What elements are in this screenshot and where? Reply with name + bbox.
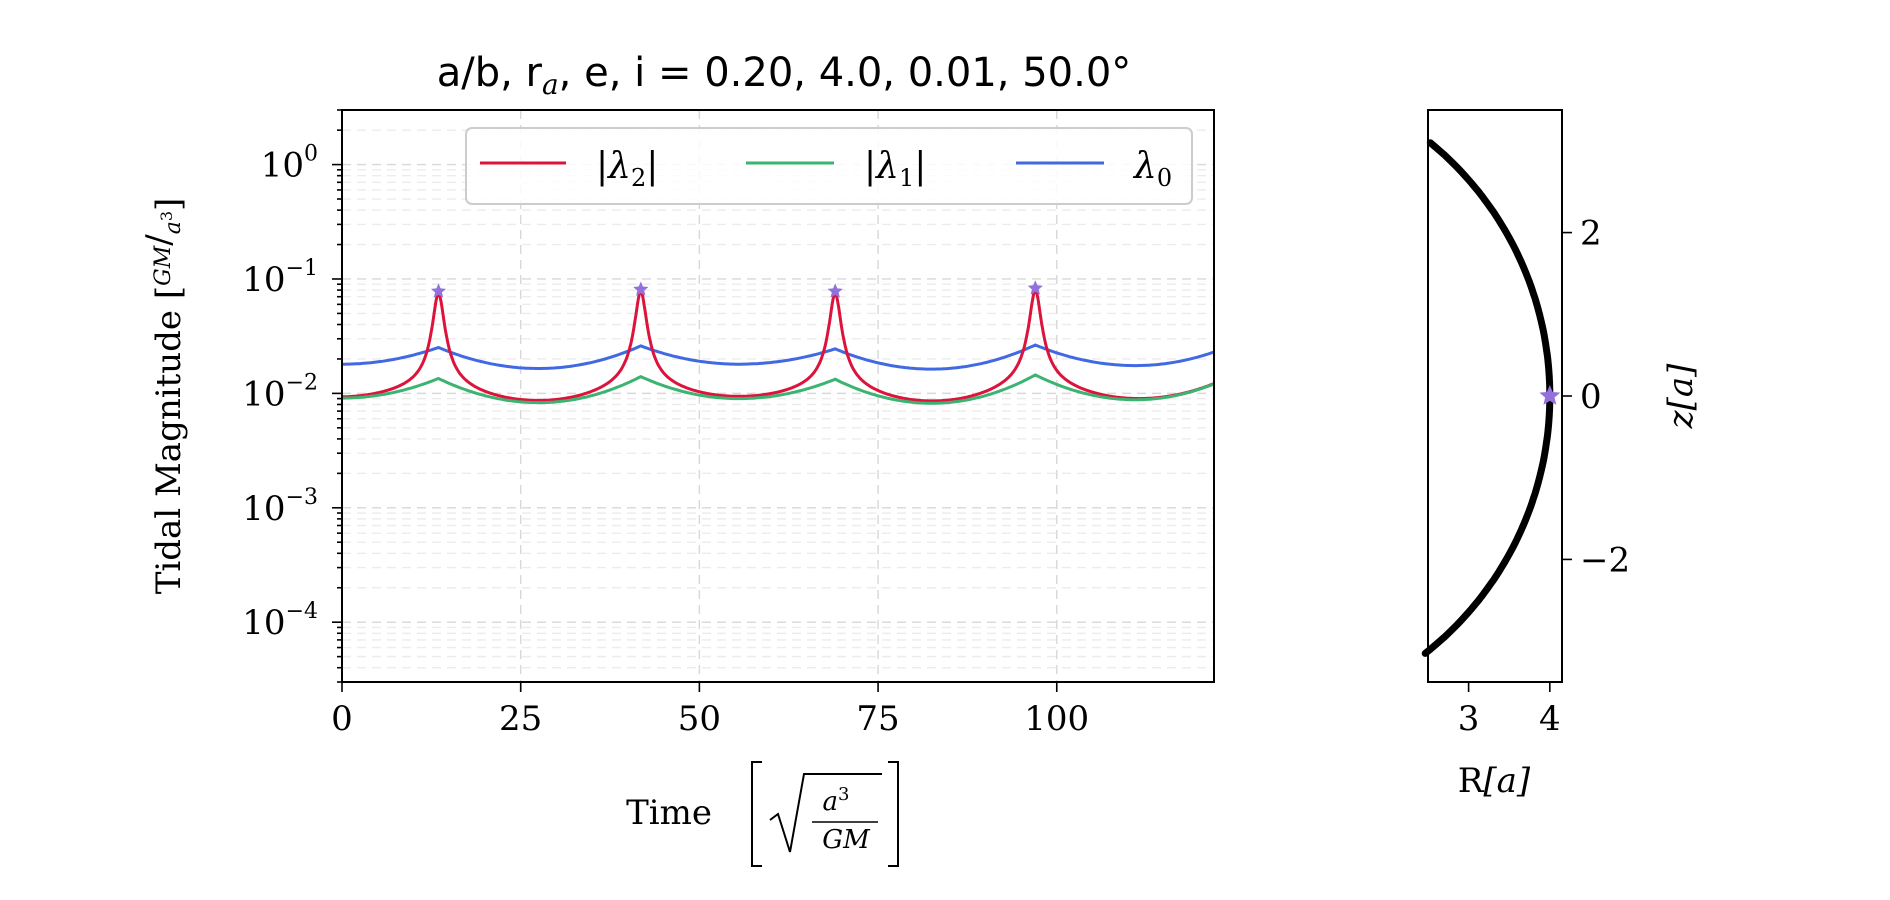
x-axis-label-numerator: a3 bbox=[823, 784, 850, 817]
x-label-bracket-right bbox=[888, 761, 899, 867]
peak-star-marker bbox=[633, 281, 649, 296]
y-axis-ticks: 100 10−1 10−2 10−3 10−4 bbox=[242, 109, 342, 683]
orbit-x-tick-label: 3 bbox=[1458, 699, 1480, 739]
x-tick-label: 75 bbox=[856, 699, 899, 739]
legend-label-lambda1: |λ1| bbox=[864, 146, 926, 192]
peak-star-marker bbox=[827, 283, 843, 298]
series-line-lambda2 bbox=[342, 287, 1215, 403]
x-axis-ticks: 0 25 50 75 100 bbox=[331, 682, 1089, 739]
peak-star-marker bbox=[1027, 280, 1043, 295]
legend-label-lambda0: λ0 bbox=[1132, 146, 1172, 192]
y-tick-label: 10−1 bbox=[242, 256, 318, 300]
orbit-x-tick-label: 4 bbox=[1539, 699, 1561, 739]
peak-markers bbox=[430, 280, 1043, 298]
series-line-lambda1 bbox=[342, 373, 1215, 405]
sqrt-sign bbox=[769, 773, 882, 853]
y-axis-label-den: a bbox=[161, 221, 186, 234]
y-axis-label-num: GM bbox=[151, 245, 176, 286]
x-tick-label: 50 bbox=[678, 699, 721, 739]
orbit-plot-frame bbox=[1427, 109, 1563, 683]
svg-text:a/b, ra, e, i = 0.20, 4.0, 0.0: a/b, ra, e, i = 0.20, 4.0, 0.01, 50.0° bbox=[437, 50, 1132, 101]
x-tick-label: 0 bbox=[331, 699, 353, 739]
x-tick-label: 100 bbox=[1024, 699, 1089, 739]
y-axis-label: Tidal Magnitude [GM/a3] bbox=[139, 198, 189, 595]
y-tick-label: 10−2 bbox=[242, 370, 318, 414]
x-label-bracket-left bbox=[751, 761, 762, 867]
y-tick-label: 10−3 bbox=[242, 485, 318, 529]
x-tick-label: 25 bbox=[499, 699, 542, 739]
orbit-x-axis-label: R[a] bbox=[1458, 761, 1531, 801]
orbit-position-marker bbox=[1539, 385, 1561, 405]
title-text: a/b, r bbox=[437, 50, 543, 96]
orbit-curve bbox=[1421, 139, 1561, 657]
peak-star-marker bbox=[430, 283, 447, 298]
orbit-y-axis-label: z[a] bbox=[1661, 363, 1701, 429]
plot-area-frame bbox=[341, 109, 1215, 683]
series-line-lambda0 bbox=[342, 343, 1215, 371]
chart-title: a/b, ra, e, i = 0.20, 4.0, 0.01, 50.0° bbox=[437, 50, 1132, 101]
title-rest: , e, i = 0.20, 4.0, 0.01, 50.0° bbox=[559, 50, 1132, 96]
series-lines bbox=[342, 287, 1215, 405]
orbit-y-axis-ticks: 2 0 −2 bbox=[1562, 214, 1630, 580]
legend-label-lambda2: |λ2| bbox=[596, 146, 658, 192]
title-subscript: a bbox=[542, 68, 559, 101]
x-axis-label-text: Time bbox=[626, 793, 712, 833]
y-tick-label: 100 bbox=[261, 142, 318, 186]
y-axis-label-text: Tidal Magnitude bbox=[149, 310, 189, 594]
orbit-path bbox=[1421, 139, 1554, 657]
legend: |λ2| |λ1| λ0 bbox=[465, 127, 1193, 205]
x-axis-label-denominator: GM bbox=[822, 825, 871, 855]
orbit-y-tick-label: −2 bbox=[1580, 540, 1630, 580]
orbit-y-tick-label: 2 bbox=[1580, 214, 1602, 254]
y-axis-label-den-exp: 3 bbox=[157, 211, 176, 221]
x-axis-label: Time a3 GM bbox=[626, 761, 899, 867]
svg-text:Tidal Magnitude [GM/a3]: Tidal Magnitude [GM/a3] bbox=[139, 198, 189, 595]
svg-text:z[a]: z[a] bbox=[1661, 363, 1701, 429]
orbit-y-tick-label: 0 bbox=[1580, 377, 1602, 417]
y-tick-label: 10−4 bbox=[242, 599, 318, 643]
legend-box bbox=[465, 127, 1193, 205]
